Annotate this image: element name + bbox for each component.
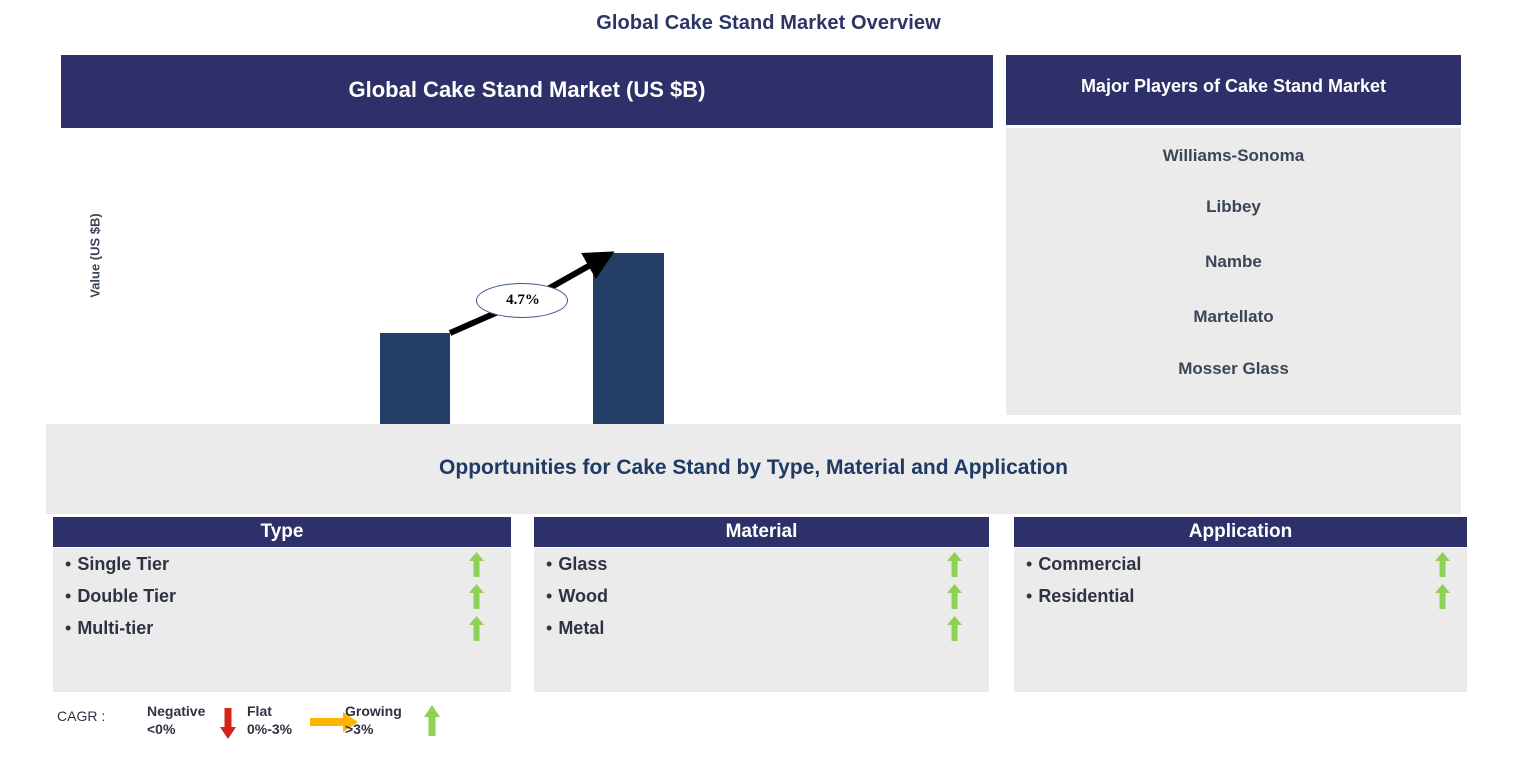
chart-plot-area: Value (US $B) 2024 2031 4.7% Source : Lu…: [61, 128, 993, 471]
list-item: • Double Tier: [53, 580, 511, 612]
segment-body-type: • Single Tier • Double Tier • Multi-tier: [53, 548, 511, 692]
segment-item-label: Single Tier: [77, 553, 170, 574]
arrow-up-icon: [461, 583, 491, 609]
legend-label-negative: Negative: [147, 703, 206, 719]
segment-panel-application: Application • Commercial • Residential: [1014, 517, 1467, 692]
segment-item-label: Glass: [558, 553, 608, 574]
legend-entry-growing: Growing >3%: [345, 703, 402, 737]
legend-entry-flat: Flat 0%-3%: [247, 703, 292, 737]
segment-header-material: Material: [534, 517, 989, 547]
page-title: Global Cake Stand Market Overview: [596, 12, 941, 34]
segment-body-application: • Commercial • Residential: [1014, 548, 1467, 692]
arrow-right-icon: [310, 705, 358, 741]
arrow-up-icon: [939, 583, 969, 609]
list-item: • Metal: [534, 612, 989, 644]
segment-item-label: Metal: [558, 617, 605, 638]
segment-title-type: Type: [260, 521, 304, 542]
list-item: • Wood: [534, 580, 989, 612]
bullet-icon: •: [65, 554, 72, 574]
chart-bar-2031: [593, 253, 664, 440]
segment-item-label: Commercial: [1038, 553, 1142, 574]
bullet-icon: •: [1026, 586, 1033, 606]
bullet-icon: •: [65, 586, 72, 606]
list-item: • Glass: [534, 548, 989, 580]
list-item: Williams-Sonoma: [1162, 146, 1305, 165]
chart-cagr-value: 4.7%: [506, 292, 540, 308]
cagr-legend: CAGR : Negative <0% Flat 0%-3% Growing >…: [57, 703, 537, 753]
players-header-title: Major Players of Cake Stand Market: [1080, 76, 1387, 96]
arrow-up-icon: [939, 551, 969, 577]
chart-cagr-callout: 4.7%: [476, 283, 568, 318]
arrow-up-icon: [461, 551, 491, 577]
segment-item-label: Multi-tier: [77, 617, 154, 638]
segment-title-material: Material: [725, 521, 798, 542]
bullet-icon: •: [1026, 554, 1033, 574]
list-item: • Multi-tier: [53, 612, 511, 644]
list-item: • Single Tier: [53, 548, 511, 580]
segment-item-label: Residential: [1038, 585, 1135, 606]
bullet-icon: •: [546, 586, 553, 606]
major-players-card: Major Players of Cake Stand Market Willi…: [1006, 55, 1461, 415]
segment-title-application: Application: [1188, 521, 1293, 542]
list-item: Libbey: [1206, 197, 1261, 216]
segment-panel-material: Material • Glass • Wood • Metal: [534, 517, 989, 692]
players-header-bar: Major Players of Cake Stand Market: [1006, 55, 1461, 125]
arrow-down-icon: [220, 705, 236, 744]
arrow-up-icon: [939, 615, 969, 641]
legend-range-growing: >3%: [345, 721, 374, 737]
opportunities-banner-title: Opportunities for Cake Stand by Type, Ma…: [439, 456, 1068, 479]
opportunities-banner: Opportunities for Cake Stand by Type, Ma…: [46, 424, 1461, 514]
segment-item-label: Double Tier: [77, 585, 176, 606]
list-item: • Commercial: [1014, 548, 1467, 580]
segment-header-type: Type: [53, 517, 511, 547]
legend-range-flat: 0%-3%: [247, 721, 293, 737]
legend-range-negative: <0%: [147, 721, 176, 737]
segment-panel-type: Type • Single Tier • Double Tier • Multi…: [53, 517, 511, 692]
arrow-up-icon: [1427, 583, 1457, 609]
segment-item-label: Wood: [558, 585, 608, 606]
chart-bar-2024: [380, 333, 450, 440]
cagr-legend-title: CAGR :: [57, 708, 106, 724]
players-list: Williams-Sonoma Libbey Nambe Martellato …: [1006, 128, 1461, 415]
chart-y-axis-label: Value (US $B): [87, 213, 103, 298]
arrow-up-icon: [424, 705, 440, 744]
market-chart-card: Global Cake Stand Market (US $B) Value (…: [61, 55, 993, 471]
list-item: • Residential: [1014, 580, 1467, 612]
segment-body-material: • Glass • Wood • Metal: [534, 548, 989, 692]
arrow-up-icon: [461, 615, 491, 641]
chart-header-title: Global Cake Stand Market (US $B): [348, 77, 706, 102]
legend-label-growing: Growing: [345, 703, 402, 719]
list-item: Mosser Glass: [1178, 359, 1289, 378]
chart-header-bar: Global Cake Stand Market (US $B): [61, 55, 993, 128]
list-item: Nambe: [1205, 252, 1262, 271]
bullet-icon: •: [546, 618, 553, 638]
list-item: Martellato: [1193, 307, 1274, 326]
bullet-icon: •: [65, 618, 72, 638]
segment-header-application: Application: [1014, 517, 1467, 547]
arrow-up-icon: [1427, 551, 1457, 577]
chart-growth-arrow-icon: [448, 251, 615, 336]
bullet-icon: •: [546, 554, 553, 574]
legend-label-flat: Flat: [247, 703, 272, 719]
legend-entry-negative: Negative <0%: [147, 703, 205, 737]
